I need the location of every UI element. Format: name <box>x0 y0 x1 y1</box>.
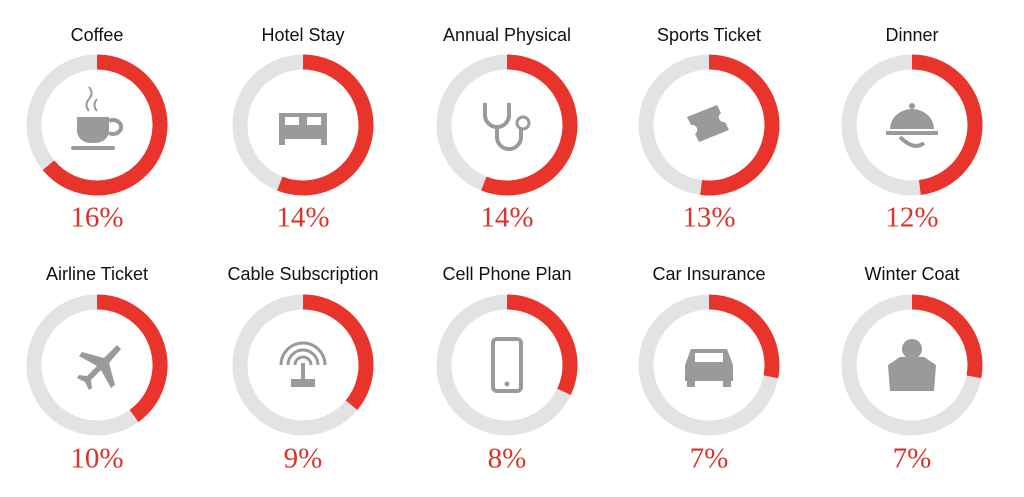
icon <box>888 339 936 391</box>
icon-shape <box>886 131 938 135</box>
icon <box>491 337 523 393</box>
icon-shape <box>902 339 922 359</box>
ring-arc <box>506 294 578 396</box>
icon <box>279 341 327 387</box>
ring-arc <box>96 294 168 423</box>
value-label: 14% <box>276 202 329 234</box>
ring-arc <box>277 54 374 196</box>
icon <box>687 105 729 142</box>
icon-shape <box>695 353 723 362</box>
icon-shape <box>321 139 327 145</box>
icon-shape <box>898 135 926 148</box>
category-title: Hotel Stay <box>261 25 344 45</box>
value-label: 12% <box>885 202 938 234</box>
ring-arc <box>911 294 983 379</box>
value-label: 8% <box>488 443 527 475</box>
icon-shape <box>515 115 531 131</box>
icon-shape <box>483 103 523 151</box>
value-label: 13% <box>682 202 735 234</box>
icon-shape <box>279 139 285 145</box>
ring-arc <box>911 54 983 195</box>
value-label: 7% <box>690 443 729 475</box>
category-title: Coffee <box>71 25 124 45</box>
icon <box>685 349 733 387</box>
icon <box>77 345 121 390</box>
ring-arc <box>708 294 780 379</box>
category-title: Sports Ticket <box>657 25 761 45</box>
icon-shape <box>301 363 305 379</box>
category-title: Dinner <box>885 25 938 45</box>
icon-shape <box>291 379 315 387</box>
icon <box>279 113 327 145</box>
icon-shape <box>890 109 934 129</box>
ring-arc <box>42 54 168 196</box>
value-label: 16% <box>70 202 123 234</box>
value-label: 7% <box>893 443 932 475</box>
category-title: Cable Subscription <box>227 264 378 284</box>
icon-shape <box>888 357 936 391</box>
icon-shape <box>77 345 121 390</box>
icon-shape <box>687 381 695 387</box>
value-label: 9% <box>284 443 323 475</box>
ring-arc <box>700 54 780 196</box>
icon <box>886 103 938 148</box>
category-title: Cell Phone Plan <box>442 264 571 284</box>
icon-shape <box>293 355 313 366</box>
ring-arc <box>302 294 374 410</box>
icon-shape <box>723 381 731 387</box>
icon-shape <box>307 117 321 125</box>
icon-shape <box>77 117 109 143</box>
icon-shape <box>279 341 327 366</box>
category-title: Winter Coat <box>864 264 959 284</box>
value-label: 14% <box>480 202 533 234</box>
icon-shape <box>108 118 124 136</box>
value-label: 10% <box>70 443 123 475</box>
ring-arc <box>481 54 578 196</box>
icon-shape <box>85 86 98 112</box>
icon <box>71 86 124 150</box>
icon-shape <box>491 337 523 393</box>
icon-shape <box>71 146 115 150</box>
category-title: Car Insurance <box>652 264 765 284</box>
icon <box>483 103 531 151</box>
category-title: Annual Physical <box>443 25 571 45</box>
icon-shape <box>504 381 510 387</box>
icon-shape <box>279 113 327 139</box>
icon-shape <box>286 348 320 366</box>
icon-shape <box>285 117 299 125</box>
icon-shape <box>909 103 915 109</box>
category-title: Airline Ticket <box>46 264 148 284</box>
icon-shape <box>687 105 729 142</box>
